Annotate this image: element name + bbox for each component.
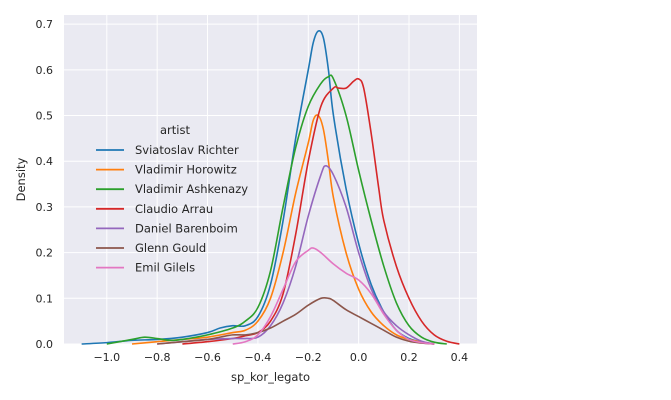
y-tick-label: 0.0 [36, 338, 54, 351]
legend-label: Sviatoslav Richter [135, 143, 239, 157]
x-tick-label: −0.8 [144, 351, 171, 364]
curve-emil-gilels [232, 247, 435, 345]
legend-label: Daniel Barenboim [135, 221, 238, 235]
legend-label: Claudio Arrau [135, 202, 213, 216]
legend-item-glenn-gould: Glenn Gould [96, 241, 206, 255]
legend-item-vladimir-horowitz: Vladimir Horowitz [96, 163, 237, 177]
legend-label: Glenn Gould [135, 241, 206, 255]
curve-sviatoslav-richter [81, 30, 435, 345]
legend-label: Vladimir Horowitz [135, 163, 237, 177]
y-tick-label: 0.3 [36, 201, 54, 214]
legend-items: Sviatoslav Richter Vladimir Horowitz Vladi… [96, 143, 248, 275]
y-tick-label: 0.7 [36, 18, 54, 31]
legend-label: Emil Gilels [135, 261, 195, 275]
density-curves [81, 30, 460, 345]
x-tick-label: 0.2 [400, 351, 418, 364]
x-tick-label: 0.4 [451, 351, 469, 364]
legend-title: artist [160, 123, 190, 137]
y-axis-label: Density [14, 157, 28, 201]
curve-daniel-barenboim [157, 164, 435, 345]
x-tick-label: −1.0 [93, 351, 120, 364]
legend-item-sviatoslav-richter: Sviatoslav Richter [96, 143, 239, 157]
legend-item-emil-gilels: Emil Gilels [96, 261, 195, 275]
x-tick-label: −0.4 [245, 351, 272, 364]
x-tick-label: −0.6 [194, 351, 221, 364]
x-axis-label: sp_kor_legato [231, 370, 310, 384]
x-tick-label: 0.0 [350, 351, 368, 364]
legend-item-claudio-arrau: Claudio Arrau [96, 202, 213, 216]
y-tick-label: 0.1 [36, 292, 54, 305]
legend-item-vladimir-ashkenazy: Vladimir Ashkenazy [96, 182, 248, 196]
y-axis-ticks: 0.0 0.1 0.2 0.3 0.4 0.5 0.6 0.7 [36, 18, 54, 351]
legend-label: Vladimir Ashkenazy [135, 182, 248, 196]
y-tick-label: 0.2 [36, 247, 54, 260]
legend-item-daniel-barenboim: Daniel Barenboim [96, 221, 238, 235]
curve-vladimir-ashkenazy [106, 74, 447, 345]
y-tick-label: 0.4 [36, 155, 54, 168]
plot-area [64, 15, 477, 344]
curve-vladimir-horowitz [131, 114, 435, 345]
y-tick-label: 0.6 [36, 64, 54, 77]
x-axis-ticks: −1.0 −0.8 −0.6 −0.4 −0.2 0.0 0.2 0.4 [93, 351, 468, 364]
legend: artist Sviatoslav Richter Vladimir Horowi… [96, 123, 248, 275]
x-tick-label: −0.2 [295, 351, 322, 364]
y-tick-label: 0.5 [36, 110, 54, 123]
curve-glenn-gould [157, 296, 435, 345]
gridlines [64, 15, 477, 345]
